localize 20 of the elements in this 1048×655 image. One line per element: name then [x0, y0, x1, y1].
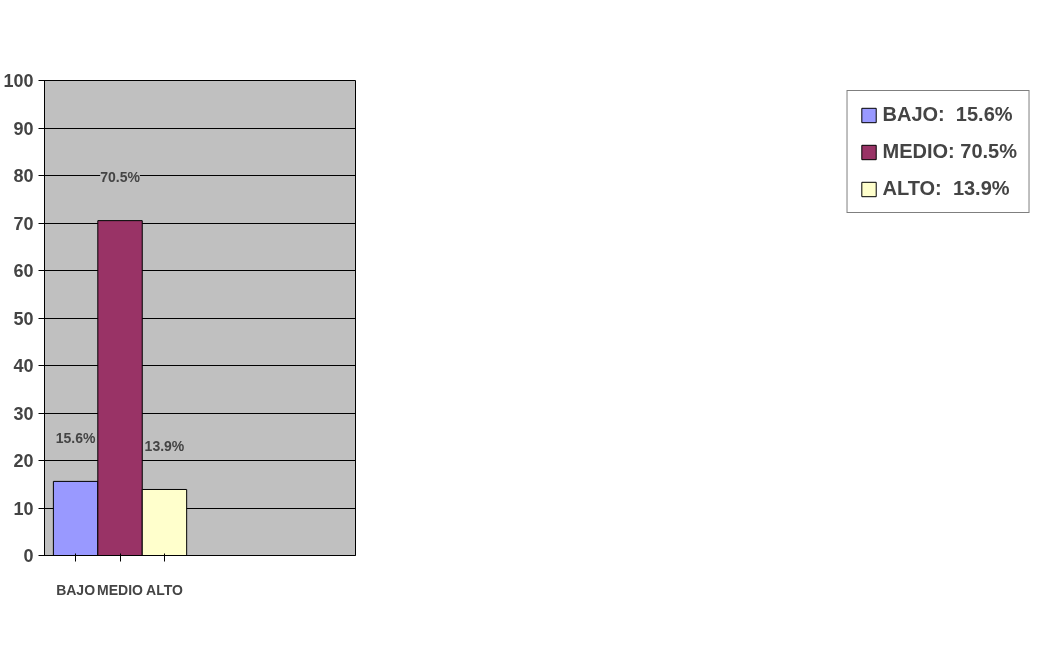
y-tick-label: 30	[13, 403, 34, 424]
x-tick-label: ALTO	[146, 581, 183, 598]
y-tick-label: 80	[13, 166, 34, 186]
y-tick-label: 70	[13, 213, 34, 234]
data-label: 15.6%	[55, 429, 96, 446]
y-tick-label: 20	[13, 451, 34, 471]
y-tick-label: 50	[13, 308, 34, 329]
y-tick-label: 60	[13, 261, 34, 281]
x-tick-label: BAJO	[56, 581, 96, 598]
data-label: 13.9%	[144, 437, 185, 454]
legend-label: ALTO: 13.9%	[882, 177, 1010, 200]
y-tick-label: 100	[3, 71, 34, 91]
x-tick-label: MEDIO	[97, 581, 144, 598]
legend-label: MEDIO: 70.5%	[882, 140, 1017, 163]
y-tick-label: 90	[13, 118, 34, 139]
y-tick-label: 0	[23, 546, 34, 566]
y-tick-label: 10	[13, 498, 34, 519]
y-tick-label: 40	[13, 356, 34, 376]
data-label: 70.5%	[100, 169, 141, 185]
legend-label: BAJO: 15.6%	[882, 103, 1013, 126]
